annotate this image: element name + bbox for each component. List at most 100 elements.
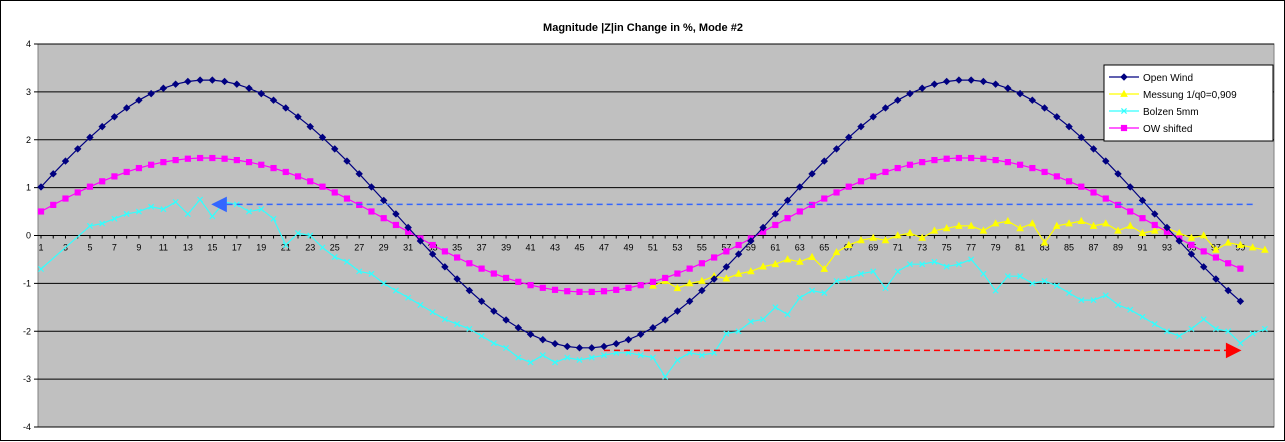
data-point [405, 294, 412, 301]
data-point [1163, 328, 1170, 335]
data-point [258, 206, 265, 213]
data-point [1225, 328, 1232, 335]
series-line [40, 198, 1266, 378]
data-point [502, 316, 510, 324]
data-point [1212, 275, 1220, 283]
data-point [808, 252, 816, 260]
data-point [1065, 122, 1073, 131]
data-point [1127, 306, 1134, 313]
data-point [392, 287, 399, 294]
data-point [1212, 245, 1220, 253]
y-tick-label: -2 [23, 326, 31, 336]
x-tick-label: 19 [256, 243, 266, 253]
x-tick-label: 45 [574, 243, 584, 253]
data-point [1139, 215, 1146, 222]
data-point [514, 324, 523, 332]
data-point [1127, 208, 1134, 215]
data-point [931, 156, 938, 164]
data-point [1224, 286, 1232, 295]
data-point [1065, 178, 1073, 185]
x-tick-label: 83 [1040, 243, 1050, 253]
data-point [723, 330, 730, 337]
data-point [698, 276, 706, 284]
data-point [111, 173, 118, 180]
dashed-arrow [603, 342, 1242, 359]
data-point [135, 96, 143, 104]
data-point [1150, 226, 1159, 234]
data-point [674, 270, 681, 277]
data-point [527, 282, 534, 289]
data-point [1004, 84, 1012, 92]
data-point [466, 260, 473, 267]
data-point [282, 168, 289, 176]
data-point [980, 155, 987, 162]
data-point [796, 294, 803, 301]
data-point [1016, 224, 1024, 232]
data-point [1199, 263, 1208, 271]
data-point [306, 122, 314, 131]
data-point [1138, 228, 1147, 237]
data-point [784, 215, 791, 222]
data-point [184, 210, 191, 217]
data-point [1261, 325, 1268, 332]
data-point [674, 356, 681, 363]
data-point [441, 263, 449, 271]
data-point [772, 304, 779, 311]
data-point [759, 262, 767, 270]
x-tick-label: 29 [379, 243, 389, 253]
data-point [135, 208, 142, 215]
y-tick-label: 0 [26, 231, 31, 241]
data-point [1139, 313, 1146, 320]
data-point [404, 223, 412, 232]
data-point [99, 178, 106, 185]
data-point [661, 316, 669, 324]
data-point [980, 270, 987, 277]
data-point [392, 210, 400, 218]
data-point [86, 133, 94, 142]
data-point [808, 170, 816, 178]
data-point [111, 215, 118, 222]
x-tick-label: 91 [1137, 243, 1147, 253]
data-point [870, 268, 877, 275]
data-point [1102, 157, 1110, 165]
data-point [869, 113, 877, 121]
data-point [98, 122, 106, 131]
data-point [37, 265, 45, 273]
data-point [539, 352, 546, 359]
data-point [1041, 168, 1048, 176]
x-tick-label: 17 [232, 243, 242, 253]
data-point [1052, 221, 1061, 229]
data-point [882, 168, 889, 176]
data-point [919, 159, 926, 166]
data-point [270, 164, 277, 172]
data-point [331, 189, 338, 196]
data-point [49, 170, 57, 178]
data-point [735, 241, 742, 249]
data-point [122, 104, 131, 112]
y-tick-label: 1 [26, 183, 31, 193]
data-point [930, 80, 939, 88]
data-point [1236, 240, 1245, 248]
data-point [1151, 321, 1158, 328]
data-point [734, 269, 743, 277]
data-point [159, 84, 168, 92]
legend-swatch-marker [1120, 107, 1128, 115]
data-point [845, 183, 852, 190]
data-point [197, 196, 204, 203]
data-point [1029, 164, 1036, 172]
x-tick-label: 43 [550, 243, 560, 253]
data-point [942, 224, 951, 232]
data-point [564, 288, 571, 295]
data-point [380, 280, 387, 287]
data-point [246, 208, 253, 215]
data-point [588, 354, 595, 361]
data-point [563, 342, 571, 351]
data-point [979, 77, 988, 86]
x-tick-label: 93 [1162, 243, 1172, 253]
data-point [1138, 196, 1147, 205]
data-point [698, 352, 705, 359]
data-point [783, 196, 792, 205]
data-point [343, 195, 351, 202]
x-tick-label: 89 [1113, 243, 1123, 253]
